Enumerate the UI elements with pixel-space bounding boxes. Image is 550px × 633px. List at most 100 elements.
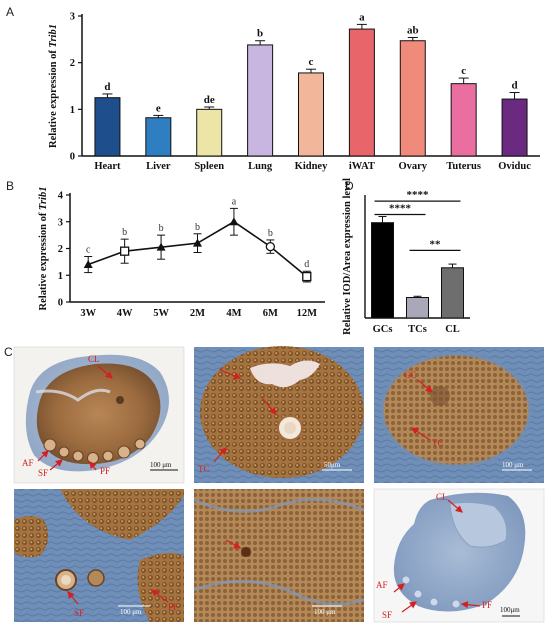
panel-a-y-tick-label: 2 [70,58,75,69]
panel-b-sig-label: b [195,222,200,233]
micrograph-4-label-sf: SF [74,608,84,618]
micrograph-3-label-tc: TC [432,438,444,448]
micrograph-2: TC 50μm [194,346,364,483]
panel-b-y-tick-label: 0 [58,298,63,309]
panel-a-x-tick-label: Ovary [398,161,427,172]
micrograph-4-label-pf: PF [168,602,178,612]
panel-b-point [119,246,130,256]
panel-a-y-tick-label: 3 [70,12,75,23]
micrograph-1-label-pf: PF [100,466,110,476]
micrograph-2-label-tc: TC [198,464,210,474]
micrograph-3: GC TC 100 μm [374,347,544,483]
panel-a-x-tick-label: Lung [248,161,273,172]
panel-a-x-tick-label: Kidney [295,161,328,172]
panel-d-y-axis-title: Relative IOD/Area expression level [342,178,353,335]
panel-a-bar [247,44,274,157]
panel-a-bar [94,97,121,157]
panel-b-y-tick-label: 4 [58,191,64,202]
panel-b-x-tick-label: 2M [190,308,205,319]
panel-b-sig-label: a [232,196,237,207]
panel-a-sig-label: c [461,65,466,77]
micrograph-1: CL AF SF PF 100 μm [13,346,185,484]
panel-a-x-tick-label: Oviduc [498,161,531,172]
micrograph-4: SF PF 100 μm [14,489,184,622]
micrograph-5-scale: 100 μm [314,608,336,616]
micrograph-6-label-cl: CL [436,492,448,502]
panel-b-y-tick-label: 1 [58,271,63,282]
panel-b-point [302,271,312,282]
panel-a-x-tick-label: Heart [94,161,121,172]
panel-letter-b: B [6,179,14,193]
panel-a-bar [348,28,375,157]
panel-b-point [83,260,93,269]
panel-a-x-tick-label: Spleen [194,161,224,172]
panel-b-sig-label: b [268,228,273,239]
panel-a-bar-chart: A 0 1 2 3 Relative expression of Trib1 d Heart… [6,5,540,172]
panel-d-bar-chart: D Relative IOD/Area expression level GCs T… [342,178,470,335]
panel-a-sig-label: d [104,81,110,93]
panel-b-point [229,217,239,226]
panel-a-sig-label: a [359,11,365,23]
panel-b-point [193,238,202,247]
panel-d-sig-label: ** [430,238,442,250]
panel-d-sig-label: **** [389,202,412,214]
panel-b-sig-label: b [159,223,164,234]
micrograph-5: 100 μm [193,489,365,622]
panel-b-x-tick-label: 4M [226,308,241,319]
micrograph-6-label-pf: PF [482,600,492,610]
panel-a-sig-label: ab [407,24,419,36]
panel-a-sig-label: d [511,80,517,92]
panel-b-sig-label: d [304,259,309,270]
micrograph-3-scale: 100 μm [502,461,524,469]
panel-a-sig-label: e [156,102,161,114]
micrograph-4-scale: 100 μm [120,608,142,616]
panel-d-x-tick-label: GCs [373,324,393,335]
panel-a-y-tick-label: 0 [70,152,75,163]
panel-b-y-axis-title: Relative expression of Trib1 [38,187,49,311]
micrograph-1-label-cl: CL [88,354,100,364]
panel-b-sig-label: b [122,227,127,238]
panel-letter-d: D [345,179,354,193]
panel-a-bar [450,83,477,157]
micrograph-1-label-sf: SF [38,468,48,478]
micrograph-6-label-af: AF [376,580,388,590]
panel-a-bar [501,98,528,157]
panel-b-x-tick-label: 4W [117,308,133,319]
panel-b-line-chart: B 0 1 2 3 4 Relative expression of Trib1 c 3W b 4… [6,179,325,319]
panel-d-bar [441,267,464,319]
panel-d-sig-label: **** [407,189,430,201]
panel-b-y-tick-label: 2 [58,244,63,255]
panel-d-bar [371,222,394,319]
panel-a-y-axis-title: Relative expression of Trib1 [48,24,59,148]
panel-b-x-tick-label: 5W [153,308,169,319]
panel-b-point [156,242,166,251]
panel-a-y-tick-label: 1 [70,105,75,116]
panel-a-bar [145,117,172,157]
micrograph-1-label-af: AF [22,458,34,468]
panel-letter-c: C [4,345,13,359]
panel-a-x-tick-label: Tuterus [446,161,481,172]
panel-a-bar [196,108,223,157]
panel-a-bar [399,40,426,157]
panel-letter-a: A [6,5,14,19]
panel-a-x-tick-label: iWAT [349,161,375,172]
panel-a-bar [298,72,324,157]
panel-b-point [265,241,276,252]
micrograph-6: CL AF SF PF 100μm [373,488,545,623]
micrograph-3-label-gc: GC [404,370,417,380]
panel-a-x-tick-label: Liver [146,161,171,172]
panel-d-bar [406,297,429,319]
panel-d-x-tick-label: TCs [408,324,427,335]
panel-a-sig-label: c [309,56,314,68]
panel-a-sig-label: de [204,94,215,106]
panel-b-sig-label: c [86,245,91,256]
panel-b-x-tick-label: 12M [297,308,318,319]
micrograph-1-scale: 100 μm [150,461,172,469]
panel-b-x-tick-label: 3W [80,308,96,319]
micrograph-6-label-sf: SF [382,610,392,620]
micrograph-6-scale: 100μm [500,606,520,614]
panel-b-x-tick-label: 6M [263,308,278,319]
panel-a-sig-label: b [257,28,263,40]
panel-d-x-tick-label: CL [445,324,460,335]
